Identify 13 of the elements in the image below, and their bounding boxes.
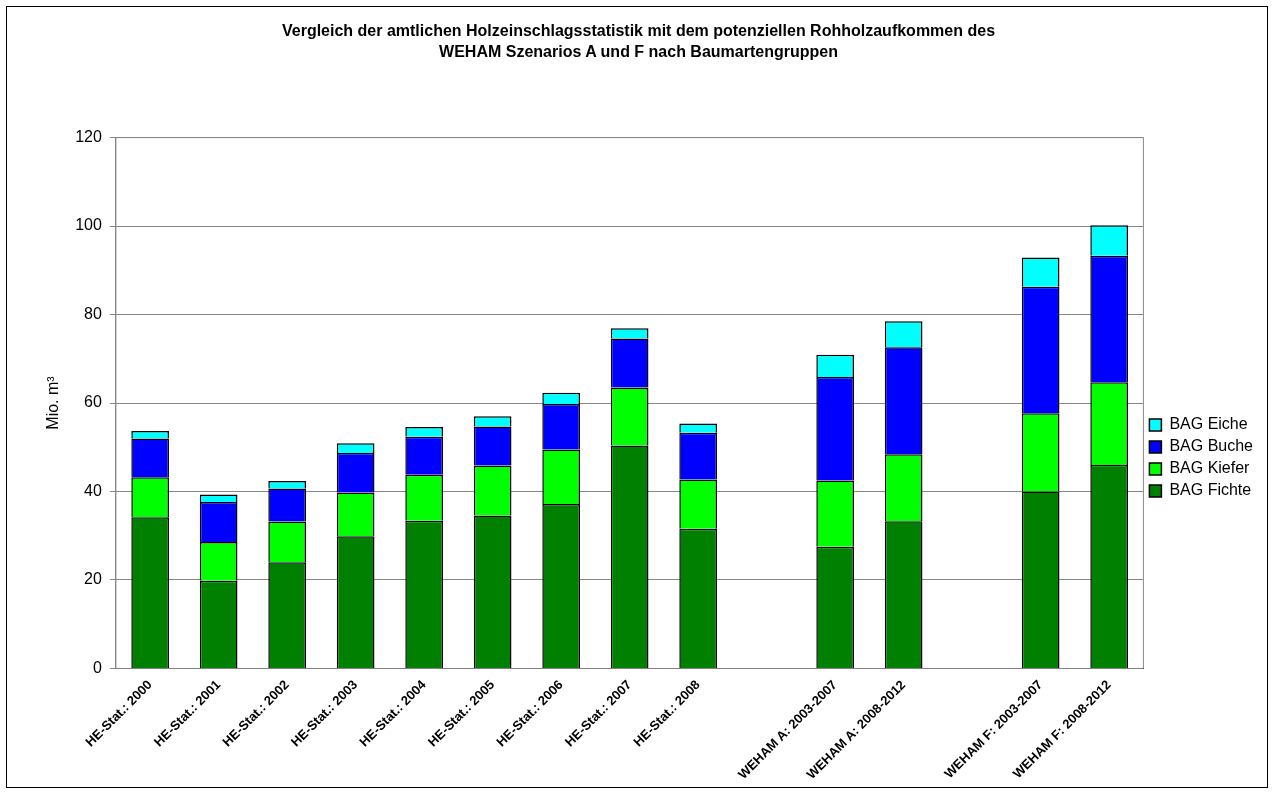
- legend-label: BAG Buche: [1169, 437, 1254, 455]
- chart-title: Vergleich der amtlichen Holzeinschlagsstatistik mit dem potenziellen Rohholzaufkommen des WEHAM Szenarios A und F nach Baumartengruppen: [280, 21, 997, 62]
- y-tick-label: 60: [84, 393, 102, 411]
- y-tick-label: 120: [75, 128, 102, 146]
- y-tick-label: 100: [75, 216, 102, 234]
- legend-label: BAG Eiche: [1169, 415, 1248, 433]
- y-tick-label: 40: [84, 481, 102, 499]
- legend-label: BAG Kiefer: [1169, 459, 1251, 477]
- y-tick-label: 80: [84, 304, 102, 322]
- y-tick-label: 0: [92, 658, 102, 676]
- y-axis-title: Mio. m³: [44, 375, 62, 430]
- y-tick-label: 20: [84, 570, 102, 588]
- legend-label: BAG Fichte: [1169, 481, 1252, 499]
